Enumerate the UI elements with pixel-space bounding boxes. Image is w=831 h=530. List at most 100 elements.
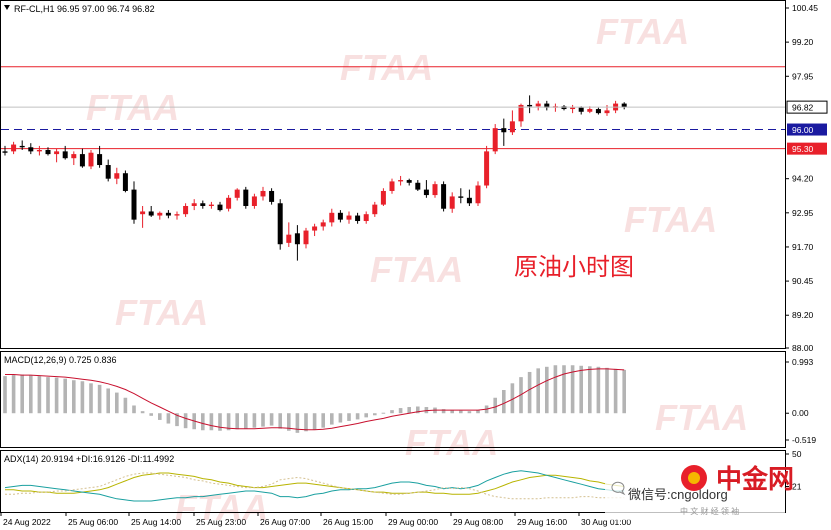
candle-body	[71, 154, 77, 159]
wechat-icon	[611, 481, 626, 496]
macd-bar	[115, 392, 119, 414]
candle-body	[441, 184, 447, 209]
candle-body	[449, 196, 455, 209]
candle-body	[527, 104, 533, 107]
candle-body	[389, 181, 395, 191]
candle-body	[183, 205, 189, 215]
candle-body	[97, 154, 103, 166]
time-axis: 24 Aug 2022 25 Aug 06:00 25 Aug 14:00 25 Au…	[0, 512, 631, 527]
candle-body	[114, 173, 120, 179]
candle-body	[217, 204, 223, 211]
macd-bar	[269, 413, 274, 426]
logo-wechat-id: 微信号:cngoldorg	[628, 487, 728, 502]
price-level-tag	[787, 123, 827, 136]
macd-bar	[321, 413, 325, 428]
macd-bar	[381, 412, 386, 414]
macd-bar	[132, 405, 136, 414]
macd-bar	[140, 411, 145, 414]
price-candles	[2, 95, 627, 261]
adx-tick-label: 21	[792, 481, 802, 491]
macd-bar	[536, 368, 540, 414]
macd-bar	[467, 411, 472, 414]
candle-body	[458, 196, 464, 198]
adx-series-line	[5, 472, 625, 500]
adx-header: ADX(14) 20.9194 +DI:16.9126 -DI:11.4992	[4, 454, 174, 464]
price-axis: 100.45 99.20 97.95 96.82 96.00 95.30 94.20 92.9…	[1, 3, 828, 353]
macd-bar	[287, 413, 291, 431]
macd-bar	[209, 413, 214, 431]
price-tick-label: 91.70	[792, 242, 814, 252]
candle-body	[595, 109, 601, 114]
price-tick-label: 100.45	[792, 3, 818, 13]
price-tick-label: 97.95	[792, 71, 814, 81]
candle-body	[45, 150, 51, 155]
price-level-tag	[787, 142, 827, 155]
macd-bar	[545, 366, 549, 414]
candle-body	[484, 151, 490, 186]
candle-body	[380, 190, 386, 205]
price-tick-label: 88.00	[792, 343, 814, 353]
macd-bar	[158, 413, 162, 420]
macd-bar	[330, 413, 334, 425]
macd-bar	[80, 381, 85, 414]
logo-tagline: 中 文 财 经 领 袖	[680, 506, 739, 516]
candle-body	[509, 121, 515, 133]
macd-bar	[166, 413, 171, 424]
adx-axis: 50 21	[785, 449, 802, 491]
watermark-text: FTAA	[596, 11, 689, 52]
macd-bar	[373, 413, 377, 416]
candle-body	[518, 104, 524, 122]
macd-bar	[20, 374, 24, 414]
macd-bar	[29, 375, 33, 414]
time-tick-label: 24 Aug 2022	[3, 517, 51, 527]
candle-body	[2, 151, 8, 153]
candle-body	[36, 150, 42, 152]
macd-bar	[72, 380, 76, 414]
macd-bar	[441, 409, 446, 414]
macd-bar	[304, 413, 308, 432]
price-level-label: 96.00	[792, 125, 814, 135]
candle-body	[578, 107, 584, 112]
macd-bar	[89, 383, 93, 414]
macd-bar	[149, 413, 153, 416]
macd-bar	[226, 413, 231, 431]
candle-body	[191, 203, 197, 206]
macd-bar	[183, 413, 188, 429]
candle-body	[157, 212, 163, 216]
candle-body	[561, 106, 567, 110]
adx-tick-label: 50	[792, 449, 802, 459]
watermark-text: FTAA	[624, 199, 717, 240]
time-tick-label: 26 Aug 15:00	[323, 517, 373, 527]
candle-body	[286, 234, 292, 243]
macd-bar	[579, 365, 583, 414]
macd-bar	[459, 410, 463, 414]
macd-bar	[510, 383, 515, 414]
macd-bar	[450, 410, 454, 414]
macd-bar	[63, 378, 67, 414]
macd-axis: 0.993 0.00 -0.519	[785, 357, 816, 445]
macd-bar	[588, 366, 592, 414]
candle-body	[234, 189, 240, 198]
macd-histogram	[3, 365, 626, 433]
macd-bar	[11, 375, 16, 414]
price-tick-label: 94.20	[792, 174, 814, 184]
time-tick-label: 25 Aug 14:00	[131, 517, 181, 527]
time-tick-label: 25 Aug 23:00	[196, 517, 246, 527]
candle-body	[423, 189, 429, 196]
time-tick-label: 30 Aug 01:00	[581, 517, 631, 527]
candle-body	[122, 173, 128, 191]
candle-body	[604, 110, 610, 114]
candle-body	[200, 203, 206, 206]
price-tick-label: 99.20	[792, 37, 814, 47]
macd-bar	[502, 390, 506, 414]
time-tick-label: 25 Aug 06:00	[68, 517, 118, 527]
macd-bar	[54, 377, 59, 414]
candle-body	[372, 204, 378, 215]
candle-body	[243, 189, 249, 206]
candle-body	[320, 222, 326, 227]
macd-bar	[613, 368, 618, 414]
candle-body	[432, 184, 438, 196]
macd-tick-label: 0.00	[792, 408, 809, 418]
annotation-label: 原油小时图	[514, 254, 634, 281]
candle-body	[398, 180, 404, 182]
